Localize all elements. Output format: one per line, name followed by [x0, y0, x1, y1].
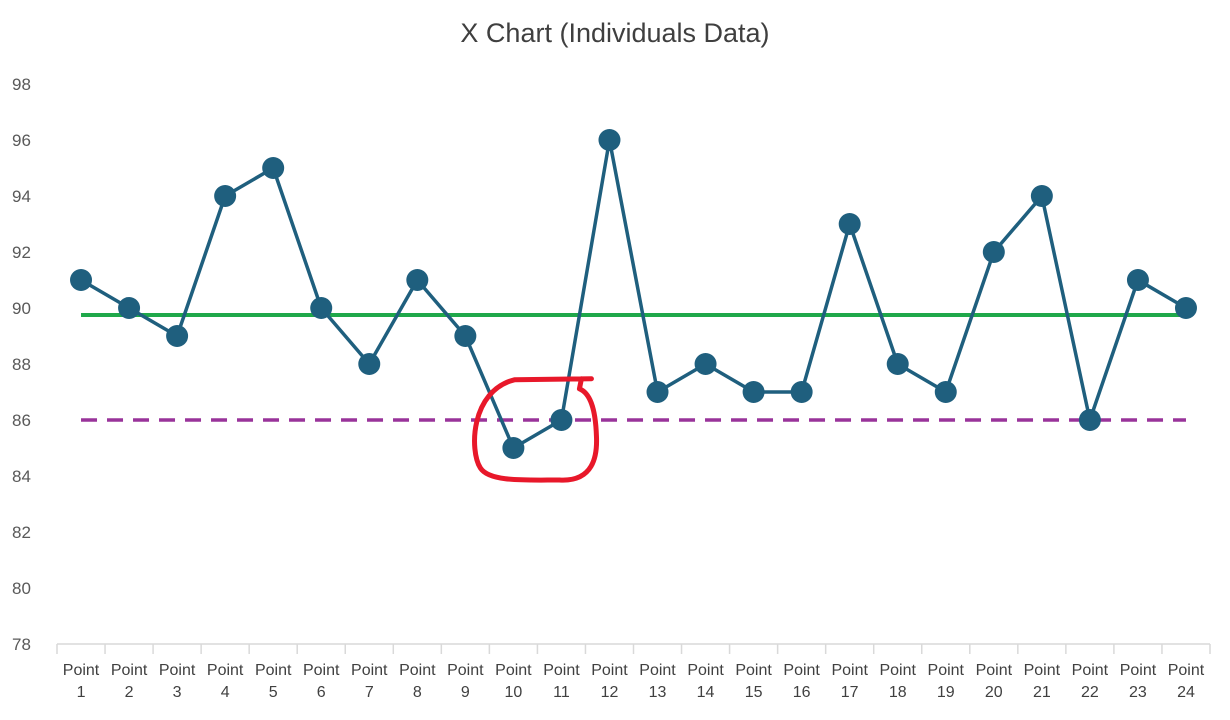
x-tick-label: Point 8	[399, 662, 436, 701]
y-tick-label: 98	[12, 75, 31, 94]
x-axis: Point 1 Point 2 Point 3 Point 4 Point 5 Point 6 Poin…	[56, 643, 1211, 701]
data-point	[502, 437, 525, 459]
data-point	[70, 269, 93, 291]
data-series	[70, 129, 1197, 459]
x-tick-label: Point 23	[1120, 662, 1157, 701]
data-point	[1126, 269, 1149, 291]
annotation	[472, 376, 600, 483]
x-tick-label: Point 9	[447, 662, 484, 701]
data-point	[838, 213, 861, 235]
y-tick-label: 80	[12, 579, 31, 598]
y-tick-label: 82	[12, 523, 31, 542]
x-tick-label: Point 5	[255, 662, 292, 701]
x-tick-label: Point 1	[63, 662, 100, 701]
x-tick-label: Point 15	[735, 662, 772, 701]
data-point	[214, 185, 237, 207]
x-tick-label: Point 4	[207, 662, 244, 701]
x-tick-label: Point 17	[831, 662, 868, 701]
x-tick-label: Point 3	[159, 662, 196, 701]
y-axis-ticks: 78 80 82 84 86 88 90 92 94 96 98	[12, 75, 31, 654]
data-point	[886, 353, 909, 375]
data-point	[550, 409, 573, 431]
series-line	[80, 138, 1187, 450]
data-point	[166, 325, 189, 347]
data-point	[406, 269, 429, 291]
x-tick-label: Point 7	[351, 662, 388, 701]
x-tick-label: Point 14	[687, 662, 724, 701]
y-tick-label: 92	[12, 243, 31, 262]
data-point	[118, 297, 141, 319]
x-tick-label: Point 16	[783, 662, 820, 701]
y-tick-label: 88	[12, 355, 31, 374]
data-point	[598, 129, 621, 151]
data-point	[790, 381, 813, 403]
y-tick-label: 94	[12, 187, 31, 206]
data-point	[1174, 297, 1197, 319]
chart-title: X Chart (Individuals Data)	[460, 18, 770, 48]
data-point	[982, 241, 1005, 263]
x-tick-label: Point 20	[976, 662, 1013, 701]
x-tick-label: Point 18	[879, 662, 916, 701]
data-point	[454, 325, 477, 347]
y-tick-label: 96	[12, 131, 31, 150]
data-point	[1030, 185, 1053, 207]
y-tick-label: 84	[12, 467, 31, 486]
y-tick-label: 86	[12, 411, 31, 430]
x-tick-label: Point 21	[1024, 662, 1061, 701]
x-tick-label: Point 2	[111, 662, 148, 701]
y-tick-label: 78	[12, 635, 31, 654]
data-point	[1078, 409, 1101, 431]
data-point	[742, 381, 765, 403]
annotation-circle	[472, 376, 600, 483]
data-point	[646, 381, 669, 403]
data-point	[262, 157, 285, 179]
reference-lines	[81, 313, 1186, 422]
x-tick-label: Point 6	[303, 662, 340, 701]
x-tick-label: Point 13	[639, 662, 676, 701]
x-tick-label: Point 10	[495, 662, 532, 701]
y-tick-label: 90	[12, 299, 31, 318]
x-tick-label: Point 24	[1168, 662, 1205, 701]
data-point	[934, 381, 957, 403]
x-tick-label: Point 12	[591, 662, 628, 701]
data-point	[694, 353, 717, 375]
x-tick-label: Point 22	[1072, 662, 1109, 701]
data-point	[358, 353, 381, 375]
data-point	[310, 297, 333, 319]
x-tick-label: Point 11	[543, 662, 580, 701]
x-tick-label: Point 19	[928, 662, 965, 701]
